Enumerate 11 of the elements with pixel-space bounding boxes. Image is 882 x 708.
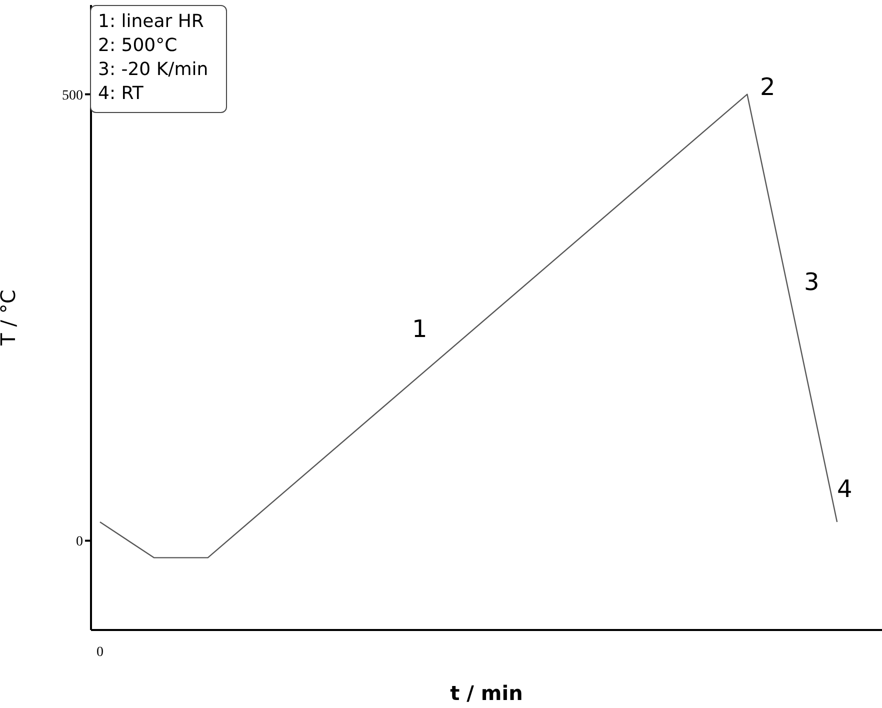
annotation: 1: linear HR — [98, 10, 205, 34]
x-axis-title: t / min — [450, 681, 523, 705]
annotation: 2 — [760, 72, 776, 102]
y-axis-title: T / °C — [0, 290, 20, 346]
annotation: 2: 500°C — [98, 34, 178, 58]
annotation: 1 — [412, 314, 428, 344]
annotation: 3: -20 K/min — [98, 58, 208, 82]
annotation: 4 — [837, 474, 852, 504]
y-tick-label: 500 — [62, 88, 83, 104]
annotation: 4: RT — [98, 82, 144, 106]
annotation: 3 — [804, 267, 820, 297]
